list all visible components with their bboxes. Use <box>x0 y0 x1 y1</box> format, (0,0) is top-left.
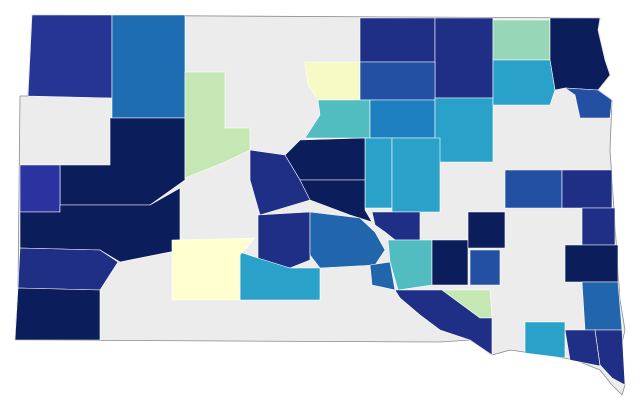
county <box>111 14 186 119</box>
county <box>434 97 494 163</box>
county <box>387 239 433 291</box>
county <box>171 237 256 301</box>
county <box>431 239 469 286</box>
county <box>184 71 251 179</box>
county <box>394 289 493 356</box>
county <box>467 211 506 249</box>
county <box>369 99 436 139</box>
county <box>561 169 613 209</box>
county <box>17 247 119 291</box>
county <box>564 244 619 283</box>
county <box>549 17 611 91</box>
county <box>364 137 393 209</box>
county <box>304 99 371 139</box>
county <box>359 61 436 101</box>
county <box>504 169 563 209</box>
county <box>14 287 101 341</box>
county <box>581 207 616 246</box>
county <box>359 17 436 63</box>
county <box>564 329 601 367</box>
county <box>492 19 551 61</box>
county <box>284 137 366 181</box>
county <box>257 211 311 269</box>
county <box>434 17 494 99</box>
county <box>524 321 566 359</box>
county <box>581 281 623 331</box>
county <box>249 149 311 216</box>
county <box>391 137 441 213</box>
county <box>564 87 613 119</box>
county <box>309 211 386 269</box>
county <box>19 164 61 213</box>
county <box>492 59 556 106</box>
county <box>469 249 501 286</box>
county <box>27 14 113 99</box>
